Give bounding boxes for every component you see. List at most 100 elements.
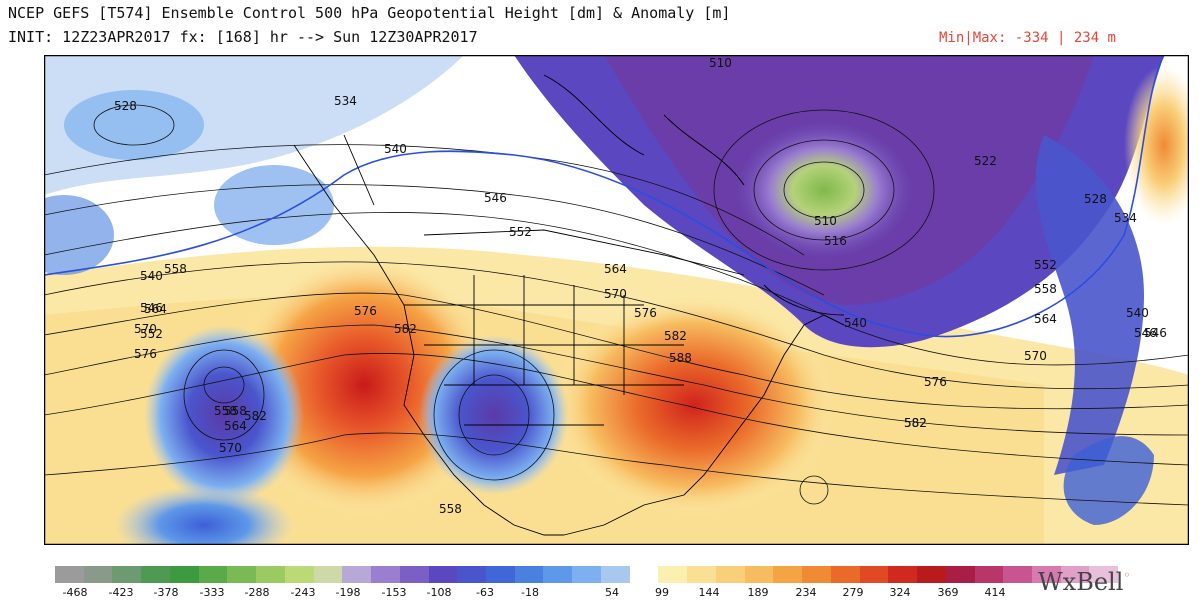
colorbar-tick-label: -153	[381, 586, 407, 599]
contour-label: 582	[904, 416, 927, 430]
colorbar-tick-label: -243	[290, 586, 316, 599]
contour-label: 546	[140, 301, 163, 315]
colorbar-ticks: -468 -423 -378 -333 -288 -243 -198 -153 -108 -63 -…	[0, 586, 1200, 600]
contour-label: 558	[439, 502, 462, 516]
contour-label: 582	[904, 416, 927, 430]
colorbar-tick-label: 369	[937, 586, 959, 599]
contour-label: 570	[219, 441, 242, 455]
contour-label: 576	[634, 306, 657, 320]
colorbar-tick-label: 324	[889, 586, 911, 599]
contour-label: 528	[1084, 192, 1107, 206]
colorbar-tick-label: -108	[426, 586, 452, 599]
colorbar-tick-label: 279	[842, 586, 864, 599]
colorbar-swatch	[227, 566, 257, 583]
contour-label: 570	[134, 322, 157, 336]
colorbar-tick-label: -18	[521, 586, 539, 599]
contour-label: 546	[1134, 326, 1157, 340]
colorbar-swatch	[256, 566, 285, 583]
contour-label: 540	[384, 142, 407, 156]
contour-label: 576	[354, 304, 377, 318]
chart-title: NCEP GEFS [T574] Ensemble Control 500 hP…	[8, 4, 731, 22]
contour-label: 534	[334, 94, 357, 108]
contour-label: 582	[664, 329, 687, 343]
contour-label: 558	[164, 262, 187, 276]
colorbar-swatch	[859, 566, 889, 583]
colorbar-tick-label: -468	[62, 586, 88, 599]
contour-label: 552	[509, 225, 532, 239]
contour-label: 564	[144, 302, 167, 316]
contour-label: 558	[214, 404, 237, 418]
anomaly-colorbar	[55, 566, 1119, 583]
contour-label: 564	[224, 419, 247, 433]
colorbar-swatch	[169, 566, 199, 583]
colorbar-swatch	[802, 566, 831, 583]
contour-label: 546	[484, 191, 507, 205]
contour-label: 540	[140, 269, 163, 283]
contour-label: 516	[824, 234, 847, 248]
contour-label: 582	[394, 322, 417, 336]
colorbar-swatch	[687, 566, 716, 583]
colorbar-swatch	[658, 566, 688, 583]
colorbar-swatch	[1089, 566, 1119, 583]
contour-label: 564	[1034, 312, 1057, 326]
colorbar-swatch	[284, 566, 314, 583]
anomaly-map: 528 5345405465525585645705765825405465525…	[44, 55, 1189, 545]
colorbar-swatch	[974, 566, 1004, 583]
colorbar-swatch	[715, 566, 745, 583]
colorbar-swatch	[945, 566, 975, 583]
colorbar-swatch	[1060, 566, 1090, 583]
colorbar-swatch	[83, 566, 113, 583]
colorbar-swatch	[457, 566, 487, 583]
contour-label: 510	[814, 214, 837, 228]
colorbar-tick-label: 144	[698, 586, 720, 599]
contour-label: 582	[244, 409, 267, 423]
colorbar-swatch	[1003, 566, 1032, 583]
colorbar-tick-label: -198	[335, 586, 361, 599]
min-max-readout: Min|Max: -334 | 234 m	[938, 30, 1116, 46]
colorbar-swatch	[198, 566, 228, 583]
colorbar-tick-label: -378	[153, 586, 179, 599]
colorbar-swatch	[830, 566, 860, 583]
contour-label: 558	[1034, 282, 1057, 296]
colorbar-swatch	[141, 566, 170, 583]
colorbar-swatch	[55, 566, 84, 583]
contour-label: 570	[604, 287, 627, 301]
contour-label: 522	[974, 154, 997, 168]
colorbar-swatch	[313, 566, 343, 583]
colorbar-swatch	[399, 566, 429, 583]
colorbar-swatch	[342, 566, 372, 583]
contour-label: 588	[669, 351, 692, 365]
contour-label: 552	[140, 327, 163, 341]
colorbar-swatch	[428, 566, 458, 583]
contour-label: 558	[224, 404, 247, 418]
colorbar-tick-label: -63	[476, 586, 494, 599]
colorbar-swatch	[600, 566, 630, 583]
contour-label: 528	[114, 99, 137, 113]
contour-label: 552	[1034, 258, 1057, 272]
colorbar-swatch	[773, 566, 803, 583]
contour-label: 534	[1114, 211, 1137, 225]
contour-label: 510	[709, 56, 732, 70]
colorbar-swatch	[514, 566, 544, 583]
colorbar-tick-label: 414	[984, 586, 1006, 599]
colorbar-tick-label: -423	[108, 586, 134, 599]
colorbar-tick-label: 99	[655, 586, 669, 599]
colorbar-swatch	[572, 566, 601, 583]
colorbar-swatch	[112, 566, 142, 583]
contour-label: 540	[844, 316, 867, 330]
contour-label: 540	[1126, 306, 1149, 320]
init-time-line: INIT: 12Z23APR2017 fx: [168] hr --> Sun …	[8, 28, 478, 46]
weatherbell-logo: WxBell◦	[1038, 568, 1131, 596]
colorbar-tick-label: 189	[747, 586, 769, 599]
colorbar-tick-label: 234	[795, 586, 817, 599]
colorbar-tick-label: -288	[244, 586, 270, 599]
colorbar-swatch	[917, 566, 946, 583]
colorbar-swatch	[371, 566, 400, 583]
contour-label: 576	[924, 375, 947, 389]
contour-label: 576	[134, 347, 157, 361]
colorbar-swatch	[629, 566, 659, 583]
colorbar-swatch	[1031, 566, 1061, 583]
colorbar-swatch	[486, 566, 515, 583]
colorbar-swatch	[543, 566, 573, 583]
colorbar-tick-label: 54	[605, 586, 619, 599]
